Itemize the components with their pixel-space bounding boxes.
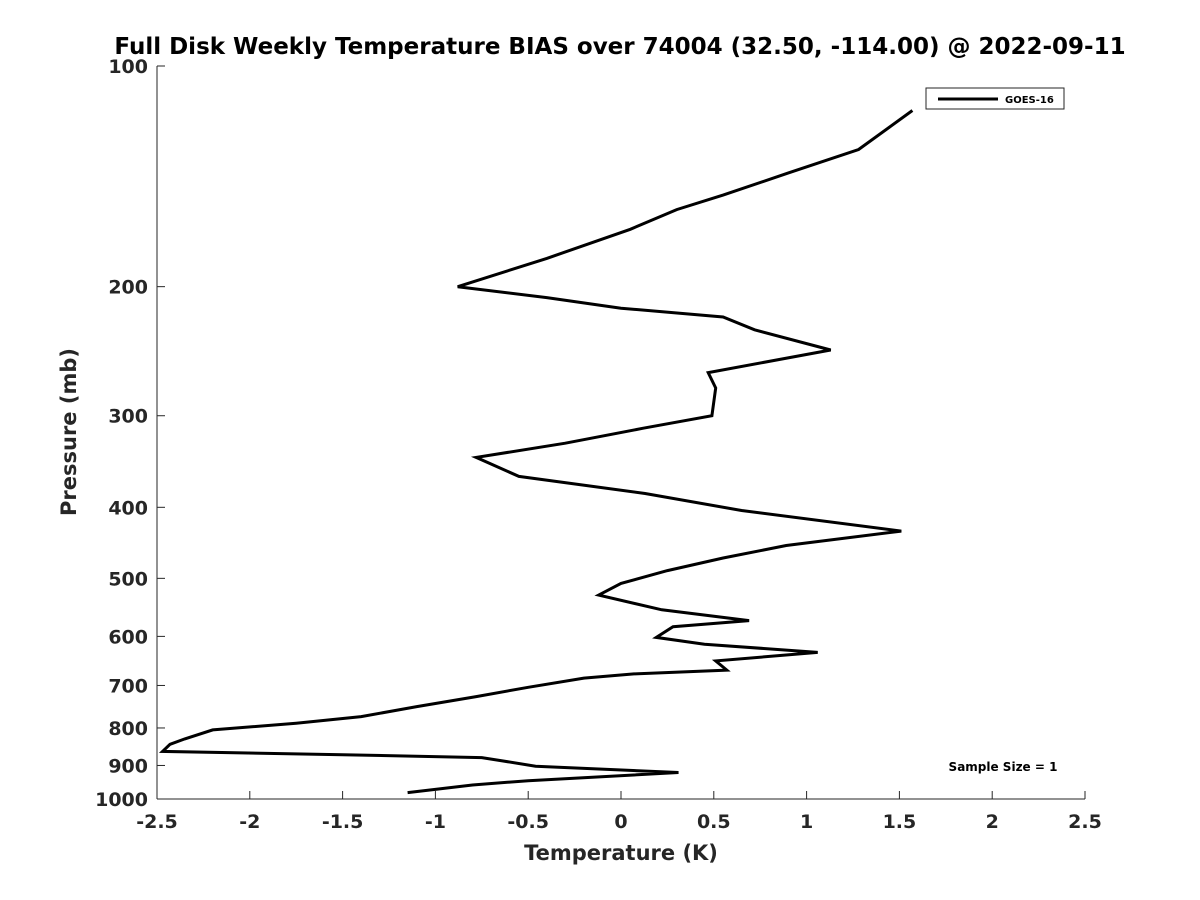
x-tick-label: 1.5 — [883, 811, 917, 833]
y-tick-label: 900 — [108, 755, 148, 777]
x-tick-label: -2 — [239, 811, 260, 833]
x-tick-label: 0.5 — [697, 811, 731, 833]
y-tick-label: 700 — [108, 675, 148, 697]
y-tick-label: 800 — [108, 718, 148, 740]
chart-title: Full Disk Weekly Temperature BIAS over 7… — [114, 34, 1125, 60]
legend: GOES-16 — [925, 87, 1065, 110]
sample-size-annotation: Sample Size = 1 — [949, 760, 1058, 774]
y-tick-label: 500 — [108, 568, 148, 590]
x-tick-label: -0.5 — [507, 811, 549, 833]
y-axis-label: Pressure (mb) — [57, 348, 81, 516]
series-line-goes-16 — [158, 109, 914, 795]
y-tick-label: 200 — [108, 277, 148, 299]
x-tick-label: -1 — [425, 811, 446, 833]
plot-area: -2.5 -2 -1.5 -1 -0.5 0 0.5 1 1.5 2 2.5 100 200 300 40… — [95, 56, 1102, 833]
x-tick-label: 0 — [614, 811, 627, 833]
x-axis-ticks: -2.5 -2 -1.5 -1 -0.5 0 0.5 1 1.5 2 2.5 — [136, 791, 1102, 833]
x-tick-label: -2.5 — [136, 811, 178, 833]
y-axis-ticks: 100 200 300 400 500 600 700 800 900 1000 — [95, 56, 165, 811]
x-tick-label: -1.5 — [322, 811, 364, 833]
y-tick-label: 300 — [108, 406, 148, 428]
x-tick-label: 1 — [800, 811, 813, 833]
y-tick-label: 100 — [108, 56, 148, 78]
y-tick-label: 600 — [108, 626, 148, 648]
x-tick-label: 2 — [986, 811, 999, 833]
legend-entry-goes-16: GOES-16 — [1005, 95, 1054, 106]
x-axis-label: Temperature (K) — [524, 841, 718, 865]
y-tick-label: 400 — [108, 497, 148, 519]
y-tick-label: 1000 — [95, 789, 148, 811]
x-tick-label: 2.5 — [1068, 811, 1102, 833]
